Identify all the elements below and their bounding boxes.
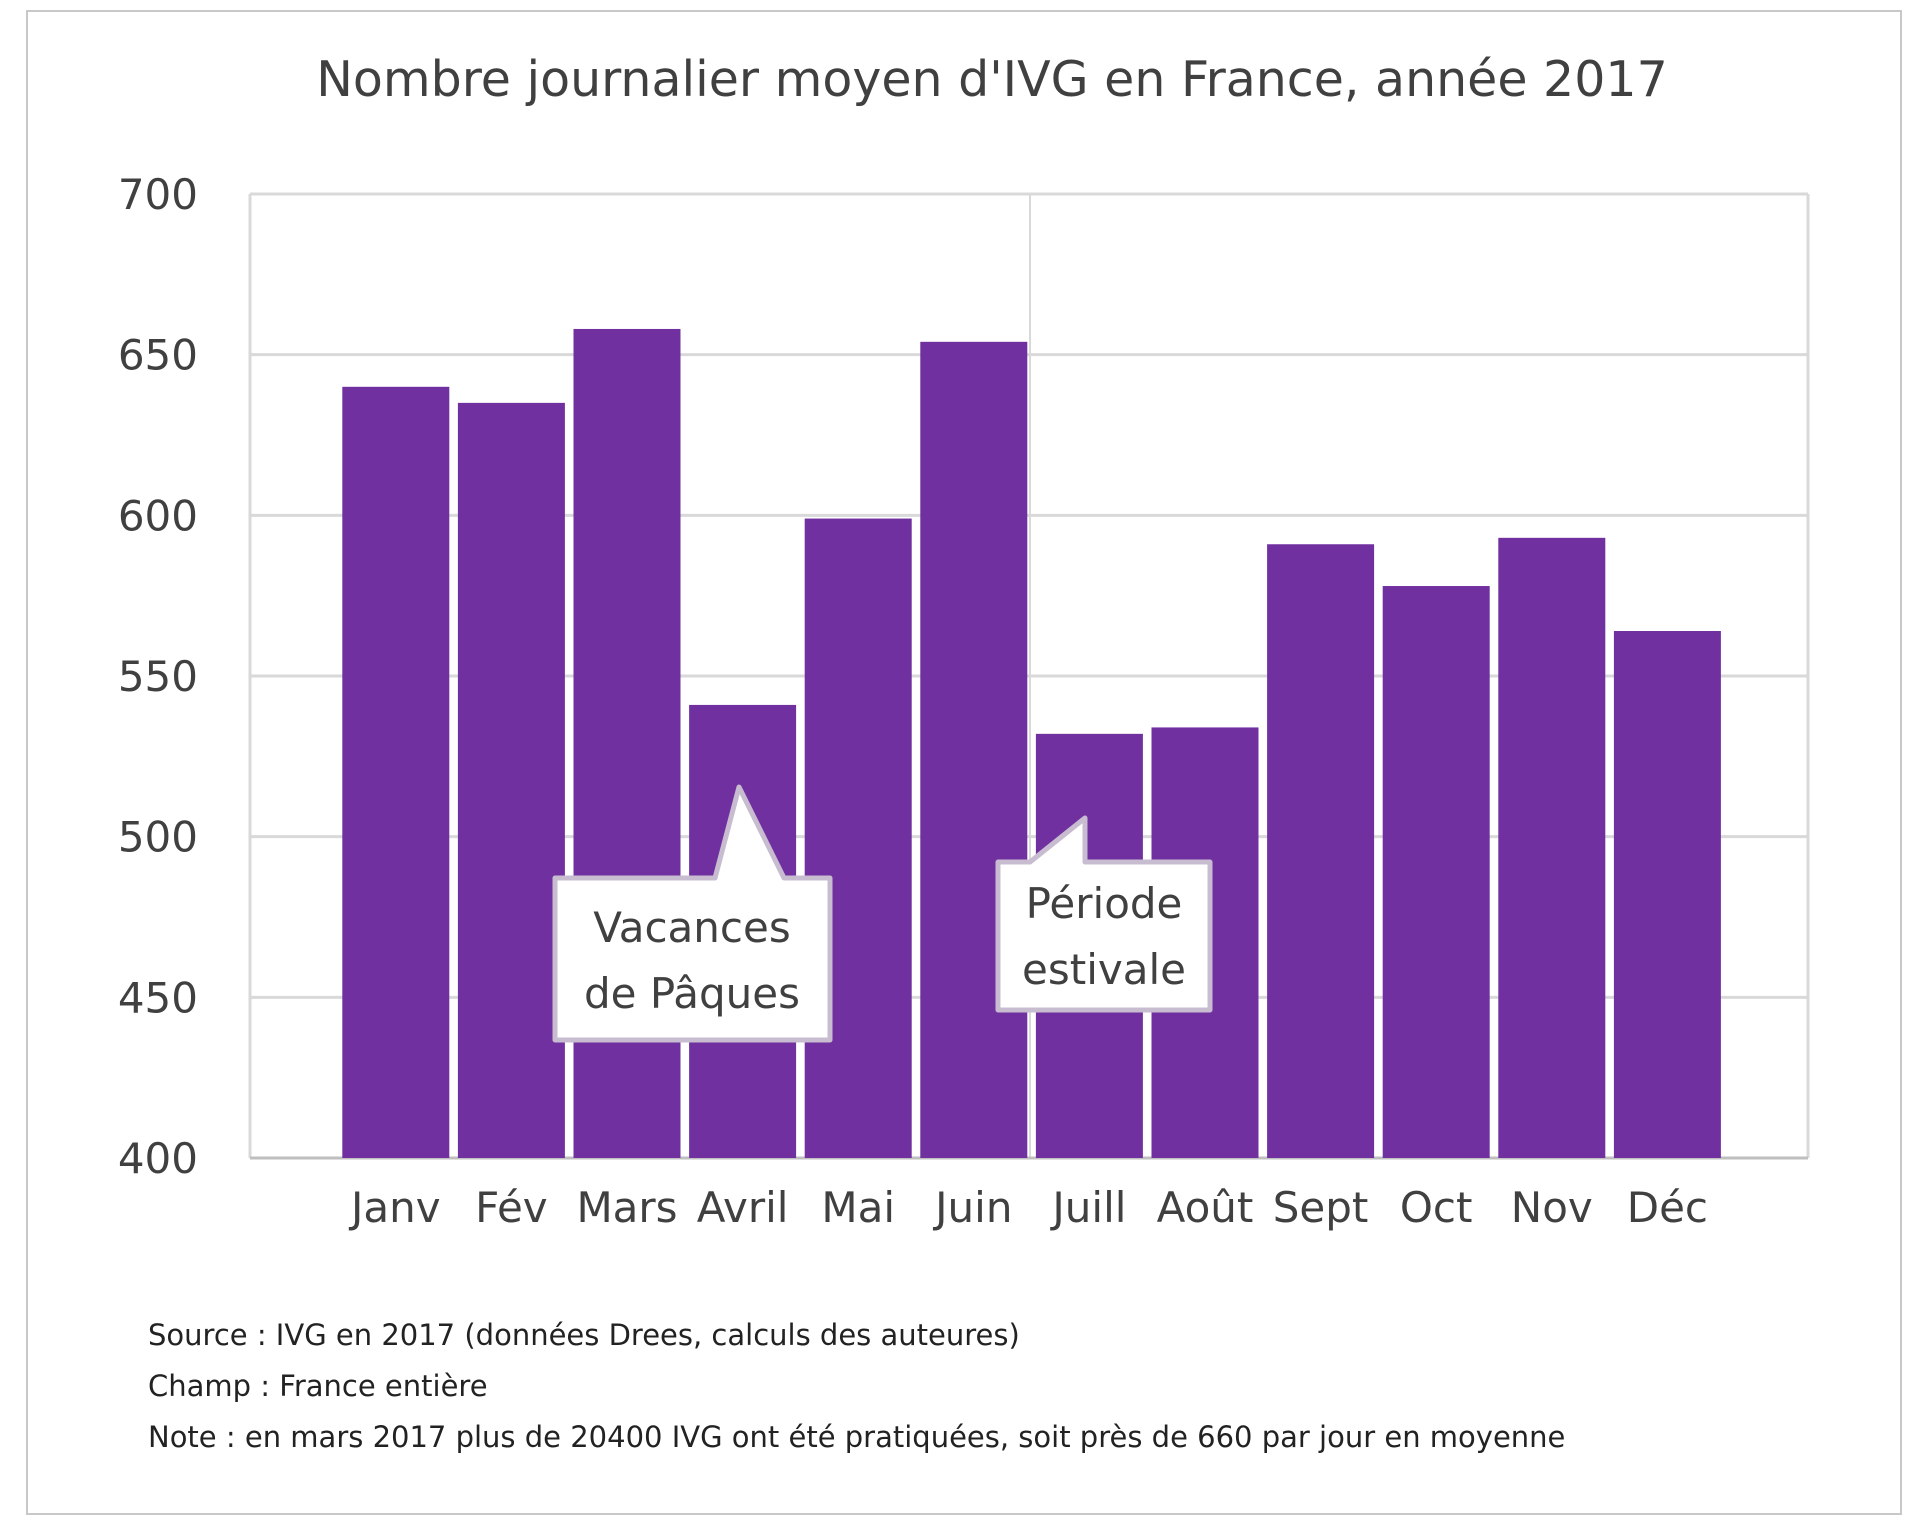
callouts: Vacances de Pâques Période estivale xyxy=(552,784,1213,1043)
x-tick-label: Août xyxy=(1157,1183,1254,1232)
bar-Nov xyxy=(1498,537,1606,1158)
callout-text: estivale xyxy=(1022,945,1186,994)
champ-note: Champ : France entière xyxy=(148,1369,488,1403)
x-tick-label: Mai xyxy=(821,1183,895,1232)
bar-Janv xyxy=(342,386,450,1158)
x-tick-label: Juill xyxy=(1049,1183,1126,1232)
general-note: Note : en mars 2017 plus de 20400 IVG on… xyxy=(148,1420,1566,1454)
bar-Déc xyxy=(1613,631,1721,1158)
y-tick-label: 450 xyxy=(118,973,198,1022)
x-tick-label: Sept xyxy=(1273,1183,1369,1232)
y-tick-label: 550 xyxy=(118,652,198,701)
x-tick-label: Déc xyxy=(1627,1183,1708,1232)
x-tick-label: Mars xyxy=(576,1183,677,1232)
bar-Fév xyxy=(457,402,565,1158)
bar-Juin xyxy=(920,341,1028,1158)
y-tick-label: 650 xyxy=(118,331,198,380)
callout-text: de Pâques xyxy=(584,969,800,1018)
callout-text: Période xyxy=(1026,879,1183,928)
callout-periode-estivale: Période estivale xyxy=(995,815,1213,1013)
bars xyxy=(342,328,1721,1159)
x-tick-label: Fév xyxy=(475,1183,548,1232)
bar-chart: Nombre journalier moyen d'IVG en France,… xyxy=(118,51,1810,1232)
x-axis-ticks: Janv Fév Mars Avril Mai Juin Juill Août Sept Oct N… xyxy=(348,1183,1708,1232)
chart-notes: Source : IVG en 2017 (données Drees, cal… xyxy=(148,1310,1565,1463)
callout-vacances-paques: Vacances de Pâques xyxy=(552,784,833,1043)
x-tick-label: Janv xyxy=(348,1183,441,1232)
y-tick-label: 400 xyxy=(118,1134,198,1183)
chart-title: Nombre journalier moyen d'IVG en France,… xyxy=(316,51,1668,108)
y-tick-label: 700 xyxy=(118,170,198,219)
source-note: Source : IVG en 2017 (données Drees, cal… xyxy=(148,1318,1020,1352)
bar-Sept xyxy=(1267,544,1375,1158)
callout-text: Vacances xyxy=(593,903,790,952)
x-tick-label: Avril xyxy=(697,1183,789,1232)
bar-Oct xyxy=(1382,586,1490,1158)
y-axis-ticks: 400 450 500 550 600 650 700 xyxy=(118,170,198,1183)
bar-Mai xyxy=(804,518,912,1158)
x-tick-label: Juin xyxy=(932,1183,1012,1232)
y-tick-label: 500 xyxy=(118,813,198,862)
x-tick-label: Oct xyxy=(1400,1183,1473,1232)
callout-box xyxy=(995,815,1213,1013)
x-tick-label: Nov xyxy=(1511,1183,1593,1232)
y-tick-label: 600 xyxy=(118,491,198,540)
callout-box xyxy=(552,784,833,1043)
